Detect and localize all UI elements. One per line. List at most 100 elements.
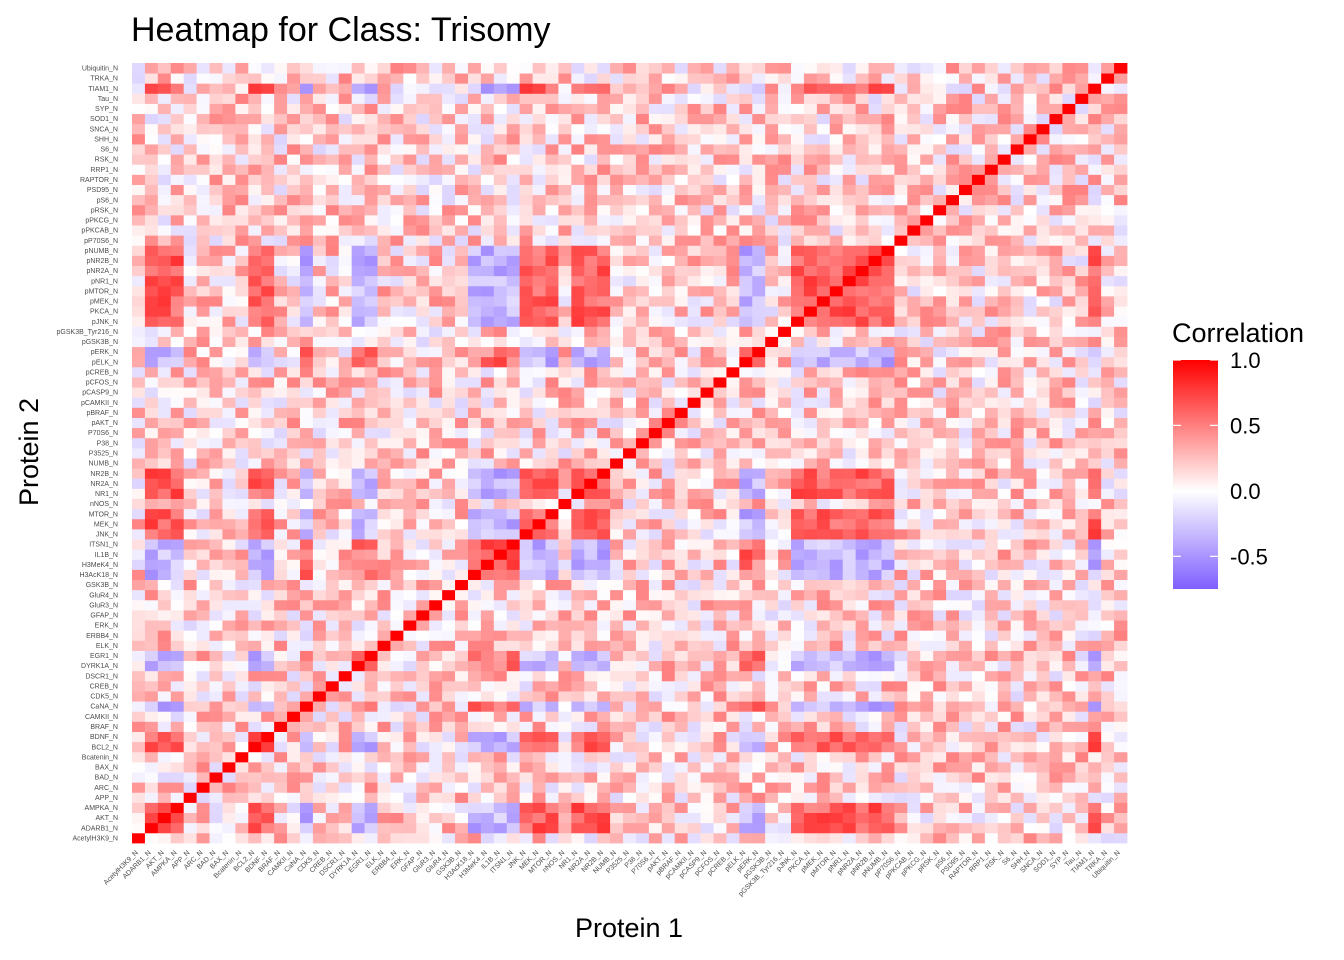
- heatmap-cell: [299, 204, 314, 216]
- heatmap-cell: [532, 154, 546, 165]
- heatmap-cell: [894, 366, 908, 378]
- heatmap-cell: [455, 275, 469, 287]
- heatmap-cell: [377, 356, 391, 368]
- heatmap-cell: [235, 113, 249, 125]
- heatmap-cell: [661, 528, 676, 540]
- heatmap-cell: [635, 265, 650, 277]
- heatmap-cell: [803, 245, 818, 256]
- heatmap-cell: [506, 660, 521, 672]
- heatmap-cell: [648, 680, 663, 692]
- heatmap-cell: [597, 589, 611, 601]
- heatmap-cell: [726, 265, 740, 277]
- heatmap-cell: [726, 822, 740, 834]
- heatmap-cell: [765, 366, 779, 378]
- heatmap-cell: [274, 458, 288, 469]
- heatmap-cell: [403, 751, 417, 763]
- heatmap-cell: [222, 326, 236, 337]
- heatmap-cell: [700, 447, 714, 459]
- heatmap-cell: [933, 832, 947, 844]
- heatmap-cell: [855, 792, 869, 803]
- heatmap-cell: [299, 569, 314, 581]
- heatmap-cell: [132, 214, 146, 226]
- heatmap-cell: [674, 316, 689, 327]
- heatmap-cell: [364, 113, 378, 125]
- heatmap-cell: [390, 539, 404, 550]
- heatmap-cell: [377, 741, 391, 753]
- heatmap-cell: [674, 377, 689, 388]
- heatmap-cell: [519, 731, 533, 743]
- heatmap-cell: [687, 184, 701, 196]
- heatmap-cell: [144, 265, 159, 277]
- heatmap-cell: [635, 620, 650, 631]
- heatmap-cell: [222, 630, 236, 641]
- heatmap-cell: [661, 589, 676, 601]
- heatmap-cell: [325, 133, 340, 145]
- heatmap-cell: [842, 589, 857, 601]
- heatmap-cell: [312, 103, 327, 115]
- heatmap-cell: [881, 458, 895, 469]
- heatmap-cell: [610, 275, 624, 287]
- heatmap-cell: [377, 316, 391, 327]
- heatmap-cell: [132, 610, 146, 621]
- heatmap-cell: [584, 528, 598, 540]
- heatmap-cell: [597, 528, 611, 540]
- heatmap-cell: [196, 620, 210, 631]
- heatmap-cell: [480, 123, 495, 135]
- heatmap-cell: [429, 721, 443, 732]
- heatmap-cell: [829, 478, 844, 489]
- heatmap-cell: [312, 306, 327, 317]
- heatmap-cell: [467, 336, 482, 348]
- heatmap-cell: [752, 549, 766, 560]
- heatmap-cell: [467, 144, 482, 155]
- heatmap-cell: [442, 255, 456, 266]
- heatmap-cell: [661, 377, 676, 388]
- heatmap-cell: [610, 164, 624, 175]
- heatmap-cell: [933, 235, 947, 246]
- heatmap-cell: [390, 194, 404, 206]
- heatmap-cell: [674, 802, 689, 814]
- heatmap-cell: [700, 792, 714, 803]
- heatmap-cell: [170, 670, 185, 682]
- heatmap-cell: [558, 245, 572, 256]
- heatmap-cell: [455, 407, 469, 418]
- heatmap-cell: [803, 164, 818, 175]
- heatmap-cell: [545, 306, 559, 317]
- heatmap-cell: [196, 356, 210, 368]
- heatmap-cell: [132, 204, 146, 216]
- heatmap-cell: [584, 488, 598, 499]
- heatmap-cell: [235, 164, 249, 175]
- heatmap-cell: [132, 549, 146, 560]
- heatmap-cell: [933, 792, 947, 803]
- heatmap-cell: [816, 630, 831, 641]
- heatmap-cell: [946, 549, 960, 560]
- heatmap-cell: [532, 832, 546, 844]
- heatmap-cell: [661, 701, 676, 712]
- heatmap-cell: [545, 691, 559, 702]
- heatmap-cell: [635, 93, 650, 104]
- heatmap-cell: [480, 164, 495, 175]
- heatmap-cell: [196, 741, 210, 753]
- heatmap-cell: [338, 427, 353, 439]
- heatmap-cell: [480, 721, 495, 732]
- heatmap-cell: [519, 549, 533, 560]
- heatmap-cell: [648, 691, 663, 702]
- heatmap-cell: [325, 721, 340, 732]
- heatmap-cell: [803, 63, 818, 74]
- heatmap-cell: [791, 751, 805, 763]
- heatmap-cell: [455, 599, 469, 611]
- heatmap-cell: [920, 245, 934, 256]
- heatmap-cell: [287, 377, 301, 388]
- heatmap-cell: [623, 610, 637, 621]
- heatmap-cell: [610, 346, 624, 358]
- heatmap-cell: [713, 245, 727, 256]
- heatmap-cell: [907, 123, 921, 135]
- heatmap-cell: [532, 468, 546, 479]
- heatmap-cell: [274, 366, 288, 378]
- heatmap-cell: [170, 579, 185, 591]
- heatmap-cell: [894, 275, 908, 287]
- heatmap-cell: [829, 610, 844, 621]
- heatmap-cell: [377, 579, 391, 591]
- heatmap-cell: [713, 792, 727, 803]
- heatmap-cell: [519, 387, 533, 398]
- heatmap-cell: [959, 751, 973, 763]
